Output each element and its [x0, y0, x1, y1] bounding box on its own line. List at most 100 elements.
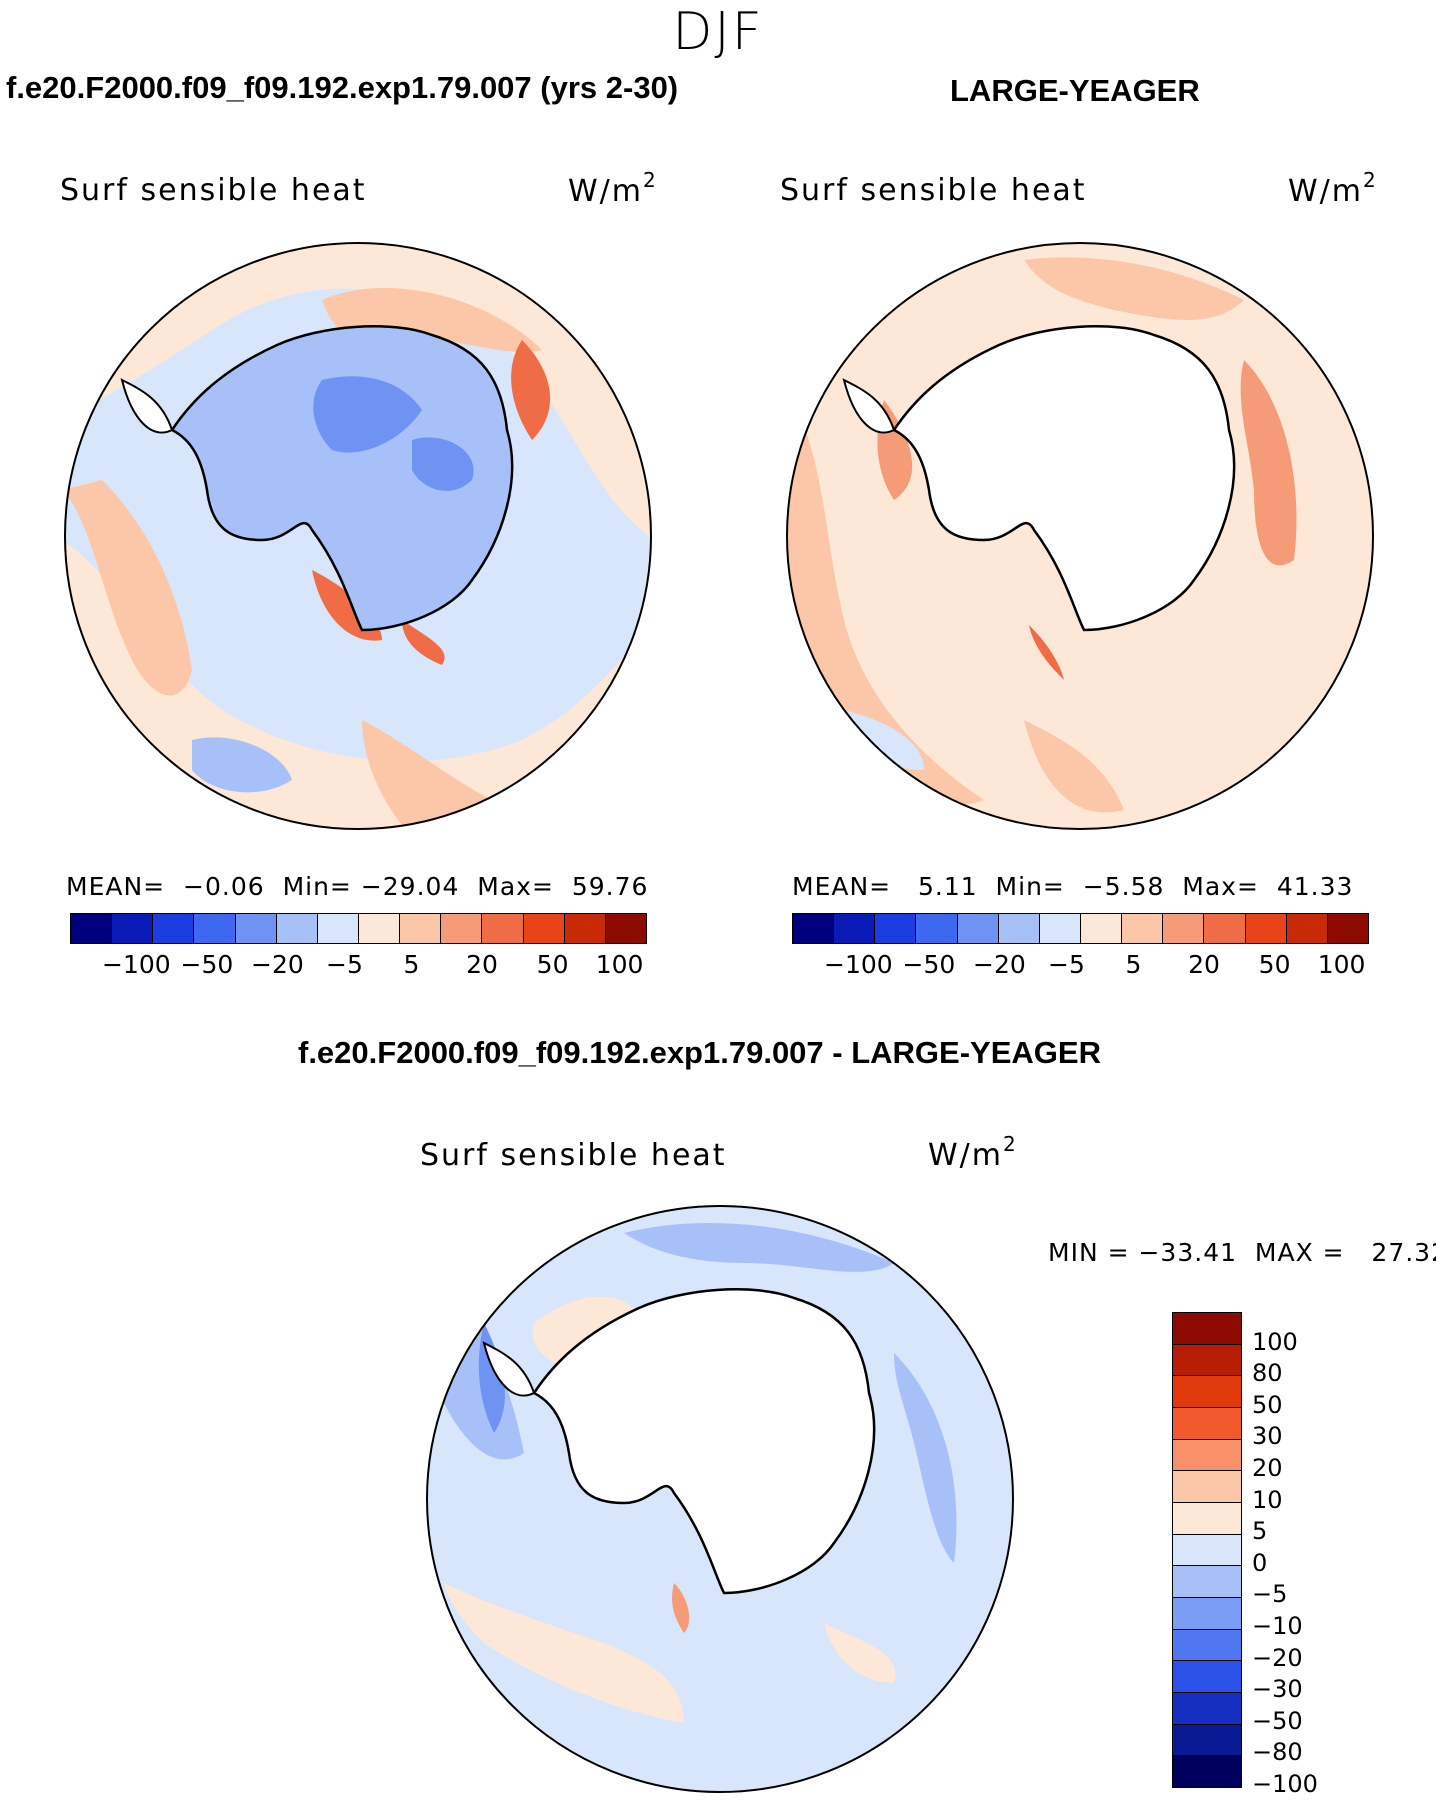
season-title: DJF [672, 2, 764, 62]
diff-colorbar-segment [1173, 1661, 1241, 1694]
cbar2-ticks-label: 50 [1258, 950, 1291, 979]
model-neg-patch-sw [192, 737, 292, 793]
model-min-value: −29.04 [360, 872, 460, 901]
model-pos-patch-s [362, 720, 492, 827]
cbar1-segment [482, 914, 524, 943]
cbar1-ticks-label: 50 [536, 950, 569, 979]
model-colorbar [70, 913, 647, 944]
cbar1-ticks-label: 100 [595, 950, 644, 979]
diff-colorbar-segment [1173, 1693, 1241, 1725]
diff-map-boundary [426, 1205, 1014, 1793]
cbar1-segment [112, 914, 154, 943]
cbar1-segment [276, 914, 318, 943]
obs-stats: MEAN= 5.11 Min= −5.58 Max= 41.33 [792, 872, 1353, 901]
cbar1-segment [194, 914, 236, 943]
cbar2-ticks-label: −5 [1048, 950, 1085, 979]
cbar1-ticks-label: 20 [466, 950, 498, 979]
diff-minmax: MIN = −33.41 MAX = 27.32 [1048, 1238, 1436, 1267]
model-neg-strong-east [412, 437, 474, 491]
diff-peninsula [482, 1341, 536, 1397]
diff-polar-map [426, 1205, 1014, 1793]
cbar1-segment [71, 914, 113, 943]
cbar1-segment [153, 914, 195, 943]
obs-max-label: Max= [1182, 872, 1259, 901]
diff-colorbar-segment [1173, 1724, 1241, 1757]
diff-colorbar-tick-label: 100 [1252, 1327, 1298, 1356]
cbar1-segment [317, 914, 359, 943]
obs-plot-label: Surf sensible heat [780, 173, 1087, 208]
diff-colorbar-segment [1173, 1313, 1241, 1345]
obs-max-value: 41.33 [1276, 872, 1354, 901]
cbar2-ticks-label: 20 [1188, 950, 1220, 979]
diff-colorbar-tick-label: 0 [1252, 1548, 1268, 1577]
obs-mean-label: MEAN= [792, 872, 892, 901]
cbar2-ticks-label: −20 [973, 950, 1026, 979]
diff-colorbar-tick-label: −5 [1252, 1580, 1288, 1609]
obs-map-boundary [786, 242, 1374, 830]
diff-colorbar-tick-label: 10 [1252, 1485, 1283, 1514]
cbar2-segment [998, 914, 1040, 943]
obs-colorbar [792, 913, 1369, 944]
model-map-boundary [64, 242, 652, 830]
diff-colorbar-segment [1173, 1471, 1241, 1504]
diff-colorbar-tick-label: 20 [1252, 1454, 1283, 1482]
diff-colorbar-tick-label: 30 [1252, 1422, 1283, 1451]
diff-plot-label: Surf sensible heat [420, 1138, 727, 1173]
model-pos-band-north [65, 243, 651, 540]
cbar1-ticks-label: −50 [180, 950, 234, 979]
diff-colorbar-tick-label: −80 [1252, 1738, 1303, 1767]
model-plot-label: Surf sensible heat [60, 173, 367, 208]
obs-title: LARGE-YEAGER [950, 73, 1200, 108]
obs-pos-mid-south [1024, 720, 1124, 813]
diff-colorbar-segment [1173, 1376, 1241, 1409]
obs-peninsula [842, 378, 896, 434]
obs-units: W/m2 [1288, 168, 1378, 209]
diff-colorbar-segment [1173, 1598, 1241, 1630]
obs-pos-mid-north [1024, 257, 1244, 320]
diff-pos-light-se [824, 1623, 896, 1683]
diff-colorbar-tick-label: 50 [1252, 1390, 1283, 1419]
cbar1-segment [358, 914, 401, 943]
diff-colorbar-segment [1173, 1629, 1241, 1662]
diff-colorbar-segment [1173, 1503, 1241, 1535]
model-polar-map [64, 242, 652, 830]
model-antarctica-continent [170, 325, 514, 632]
cbar2-segment [1122, 914, 1164, 943]
model-peninsula [120, 378, 174, 434]
obs-antarctica-continent [892, 325, 1236, 632]
cbar1-segment [441, 914, 483, 943]
cbar2-segment [916, 914, 958, 943]
diff-pos-strong-center [672, 1583, 690, 1633]
obs-polar-map [786, 242, 1374, 830]
cbar2-ticks-label: −50 [902, 950, 956, 979]
cbar2-ticks-label: −100 [823, 950, 893, 979]
cbar1-ticks-label: −20 [251, 950, 304, 979]
model-pos-hot-ne [511, 340, 551, 440]
diff-neg-mid-north [624, 1223, 894, 1272]
model-mean-label: MEAN= [66, 872, 166, 901]
cbar2-ticks-label: 100 [1317, 950, 1366, 979]
model-neg-strong-interior [313, 376, 422, 453]
obs-neg-patch-sw [844, 710, 924, 770]
cbar1-segment [605, 914, 646, 943]
obs-min-value: −5.58 [1082, 872, 1165, 901]
model-min-label: Min= [282, 872, 352, 901]
obs-min-label: Min= [995, 872, 1065, 901]
cbar2-segment [1245, 914, 1287, 943]
model-units: W/m2 [568, 168, 658, 209]
cbar1-segment [564, 914, 606, 943]
diff-colorbar-tick-label: −30 [1252, 1675, 1303, 1704]
diff-colorbar-segment [1173, 1439, 1241, 1472]
diff-antarctica-continent [532, 1288, 876, 1595]
model-stats: MEAN= −0.06 Min= −29.04 Max= 59.76 [66, 872, 648, 901]
obs-mean-value: 5.11 [917, 872, 978, 901]
cbar2-segment [1204, 914, 1246, 943]
model-max-value: 59.76 [571, 872, 649, 901]
cbar1-ticks-label: −5 [326, 950, 363, 979]
model-max-label: Max= [477, 872, 554, 901]
diff-colorbar-tick-label: −50 [1252, 1706, 1303, 1735]
cbar1-segment [523, 914, 565, 943]
cbar2-segment [957, 914, 999, 943]
diff-colorbar-segment [1173, 1534, 1241, 1567]
cbar2-segment [1327, 914, 1368, 943]
